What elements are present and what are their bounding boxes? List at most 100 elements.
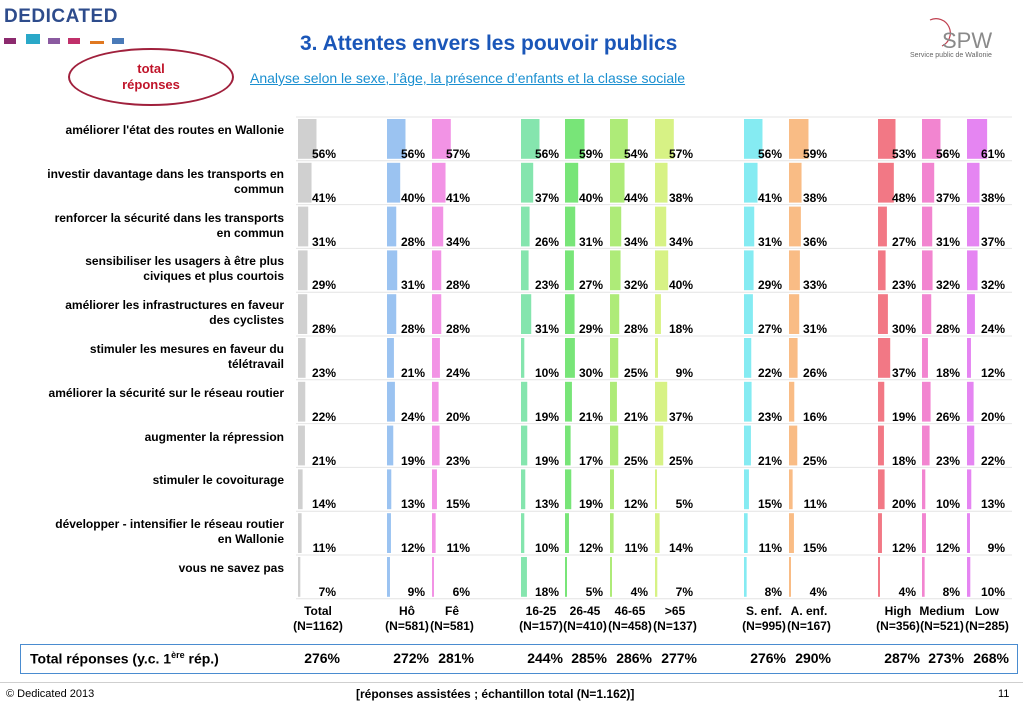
percent-label: 15% [757, 497, 782, 512]
bar [922, 469, 926, 510]
bar [298, 206, 309, 247]
bar [655, 162, 668, 203]
bar [967, 206, 980, 247]
bar [610, 338, 619, 378]
bar [565, 162, 579, 203]
row-label: augmenter la répression [144, 429, 284, 444]
percent-label: 53% [891, 147, 916, 161]
bar [789, 381, 795, 422]
logo-square-3 [68, 38, 80, 44]
percent-label: 37% [891, 366, 916, 380]
bar [432, 469, 437, 510]
percent-label: 40% [668, 278, 693, 293]
bar [967, 381, 974, 422]
percent-label: 4% [898, 585, 916, 599]
percent-label: 54% [623, 147, 648, 161]
percent-label: 27% [757, 322, 782, 337]
bar [521, 513, 525, 553]
total-value: 276% [750, 650, 786, 666]
total-value: 244% [527, 650, 563, 666]
total-value: 268% [973, 650, 1009, 666]
column-header: A. enf. (N=167) [787, 604, 831, 633]
bar [789, 513, 794, 553]
percent-label: 7% [675, 585, 693, 599]
percent-label: 40% [400, 190, 425, 205]
bar [432, 162, 446, 203]
row-label: améliorer l'état des routes en Wallonie [65, 123, 284, 137]
percent-label: 32% [935, 278, 960, 293]
bar [789, 338, 798, 378]
bar [655, 513, 660, 553]
bar [387, 206, 397, 247]
percent-label: 22% [311, 409, 336, 424]
percent-label: 18% [534, 585, 559, 599]
bar [521, 119, 540, 159]
percent-label: 20% [445, 409, 470, 424]
percent-label: 10% [980, 585, 1005, 599]
bar [744, 294, 753, 334]
bar [744, 425, 751, 466]
percent-label: 37% [534, 190, 559, 205]
totals-row-box [20, 644, 1018, 674]
total-responses-oval: total réponses [68, 48, 234, 106]
spw-subtitle: Service public de Wallonie [910, 52, 992, 59]
percent-label: 19% [578, 497, 603, 512]
percent-label: 31% [757, 234, 782, 249]
bar [922, 381, 931, 422]
bar [432, 294, 442, 334]
percent-label: 6% [452, 585, 470, 599]
bar [521, 162, 534, 203]
bar [789, 425, 798, 466]
percent-label: 19% [891, 409, 916, 424]
total-value: 287% [884, 650, 920, 666]
logo-square-4 [90, 41, 104, 44]
percent-label: 11% [803, 497, 827, 512]
percent-label: 15% [802, 541, 827, 556]
percent-label: 14% [311, 497, 336, 512]
percent-label: 37% [935, 190, 960, 205]
percent-label: 24% [980, 322, 1005, 337]
bar [432, 119, 451, 159]
bar [298, 294, 308, 334]
percent-label: 13% [534, 497, 559, 512]
bar [922, 119, 941, 159]
percent-label: 28% [445, 322, 470, 337]
percent-label: 56% [534, 147, 559, 161]
percent-label: 38% [980, 190, 1005, 205]
bar [432, 250, 442, 291]
percent-label: 56% [935, 147, 960, 161]
percent-label: 32% [980, 278, 1005, 293]
row-label: développer - intensifier le réseau routi… [55, 517, 284, 547]
percent-label: 20% [980, 409, 1005, 424]
bar [610, 162, 625, 203]
bar [387, 162, 401, 203]
percent-label: 10% [534, 541, 559, 556]
row-label: améliorer les infrastructures en faveur … [65, 298, 284, 328]
percent-label: 15% [445, 497, 470, 512]
bar [387, 513, 391, 553]
percent-label: 23% [891, 278, 916, 293]
percent-label: 9% [407, 585, 425, 599]
percent-label: 9% [987, 541, 1005, 556]
bar [922, 206, 933, 247]
bar [298, 469, 303, 510]
bar [387, 425, 394, 466]
page-subtitle[interactable]: Analyse selon le sexe, l’âge, la présenc… [250, 70, 686, 86]
bar [967, 294, 975, 334]
percent-label: 48% [891, 190, 916, 205]
percent-label: 30% [891, 322, 916, 337]
bar [610, 206, 622, 247]
bar [878, 206, 887, 247]
percent-label: 25% [623, 453, 648, 468]
bar [565, 294, 575, 334]
bar [610, 119, 628, 159]
bar [521, 469, 526, 510]
percent-label: 28% [400, 234, 425, 249]
column-header: >65 (N=137) [653, 604, 697, 633]
bar [655, 206, 667, 247]
bar [922, 513, 926, 553]
percent-label: 22% [980, 453, 1005, 468]
bar [432, 338, 440, 378]
bar [655, 557, 658, 597]
